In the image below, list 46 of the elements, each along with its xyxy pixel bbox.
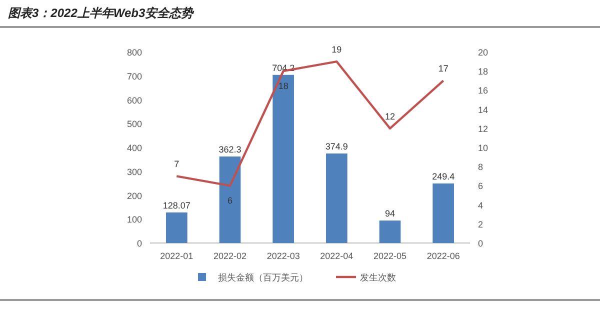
x-tick-label: 2022-04 <box>320 251 354 261</box>
data-label: 362.3 <box>218 144 242 154</box>
y-tick-label: 200 <box>126 190 142 201</box>
y-tick-label: 500 <box>126 119 142 130</box>
bar <box>379 220 401 243</box>
bar <box>219 156 241 243</box>
y-tick-label: 0 <box>136 238 142 248</box>
bar <box>326 153 348 243</box>
y2-tick-label: 10 <box>478 143 488 153</box>
data-label: 7 <box>174 159 180 170</box>
bar <box>432 183 454 243</box>
x-tick-label: 2022-01 <box>160 251 194 261</box>
data-label: 19 <box>332 44 342 55</box>
legend-label: 发生次数 <box>360 272 396 282</box>
y-tick-label: 400 <box>126 143 142 153</box>
data-label: 18 <box>278 81 288 92</box>
y2-tick-label: 16 <box>478 86 488 96</box>
data-label: 249.4 <box>432 171 455 182</box>
chart-title: 图表3：2022上半年Web3安全态势 <box>8 6 196 20</box>
y2-tick-label: 14 <box>478 104 488 115</box>
legend-label: 损失金额（百万美元） <box>218 272 308 282</box>
y-tick-label: 300 <box>126 166 142 177</box>
data-label: 6 <box>227 196 233 206</box>
y2-tick-label: 6 <box>478 181 484 192</box>
y-tick-label: 800 <box>126 48 142 58</box>
data-label: 128.07 <box>162 200 190 210</box>
y2-tick-label: 2 <box>478 219 484 230</box>
bar <box>272 74 294 243</box>
y-tick-label: 700 <box>126 71 142 82</box>
y2-tick-label: 8 <box>478 162 484 172</box>
y2-tick-label: 4 <box>478 200 484 210</box>
y-tick-label: 600 <box>126 95 142 106</box>
y2-tick-label: 18 <box>478 66 488 77</box>
y2-tick-label: 20 <box>478 48 488 58</box>
data-label: 17 <box>438 64 448 74</box>
data-label: 374.9 <box>325 141 348 152</box>
data-label: 94 <box>384 208 396 219</box>
x-tick-label: 2022-03 <box>266 251 300 261</box>
x-tick-label: 2022-02 <box>213 251 247 261</box>
y-tick-label: 100 <box>126 214 142 225</box>
x-tick-label: 2022-06 <box>426 251 460 261</box>
bar <box>166 212 188 243</box>
data-label: 12 <box>384 111 396 122</box>
x-tick-label: 2022-05 <box>373 251 407 261</box>
y2-tick-label: 12 <box>478 124 488 134</box>
y2-tick-label: 0 <box>478 238 484 248</box>
